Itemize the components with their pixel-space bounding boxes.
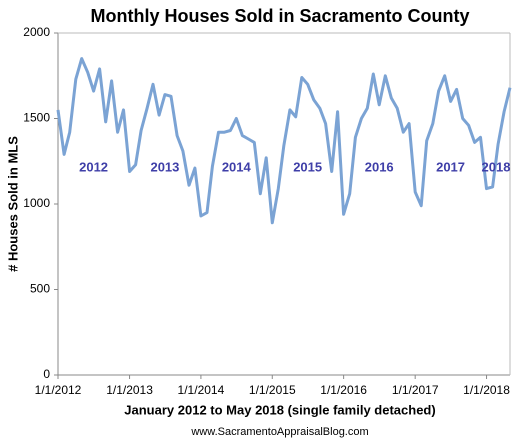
x-tick-label: 1/1/2016	[320, 383, 367, 397]
x-tick-label: 1/1/2014	[178, 383, 225, 397]
data-line	[56, 57, 512, 225]
x-tick-label: 1/1/2015	[249, 383, 296, 397]
year-annotation: 2012	[79, 159, 108, 174]
x-tick-label: 1/1/2013	[106, 383, 153, 397]
y-tick-label: 500	[30, 282, 50, 296]
y-tick-label: 1500	[23, 111, 50, 125]
year-annotation: 2013	[150, 159, 179, 174]
y-tick-label: 2000	[23, 25, 50, 39]
year-annotation: 2015	[293, 159, 322, 174]
x-tick-label: 1/1/2012	[35, 383, 82, 397]
x-tick-label: 1/1/2018	[463, 383, 510, 397]
source: www.SacramentoAppraisalBlog.com	[190, 426, 368, 438]
year-annotation: 2014	[222, 159, 252, 174]
y-tick-label: 1000	[23, 196, 50, 210]
x-tick-label: 1/1/2017	[392, 383, 439, 397]
x-axis-label: January 2012 to May 2018 (single family …	[124, 402, 435, 417]
y-tick-label: 0	[43, 367, 50, 381]
year-annotation: 2016	[365, 159, 394, 174]
year-annotation: 2017	[436, 159, 465, 174]
y-axis-label: # Houses Sold in MLS	[5, 136, 20, 272]
year-annotation: 2018	[482, 159, 511, 174]
chart-title: Monthly Houses Sold in Sacramento County	[90, 6, 469, 26]
